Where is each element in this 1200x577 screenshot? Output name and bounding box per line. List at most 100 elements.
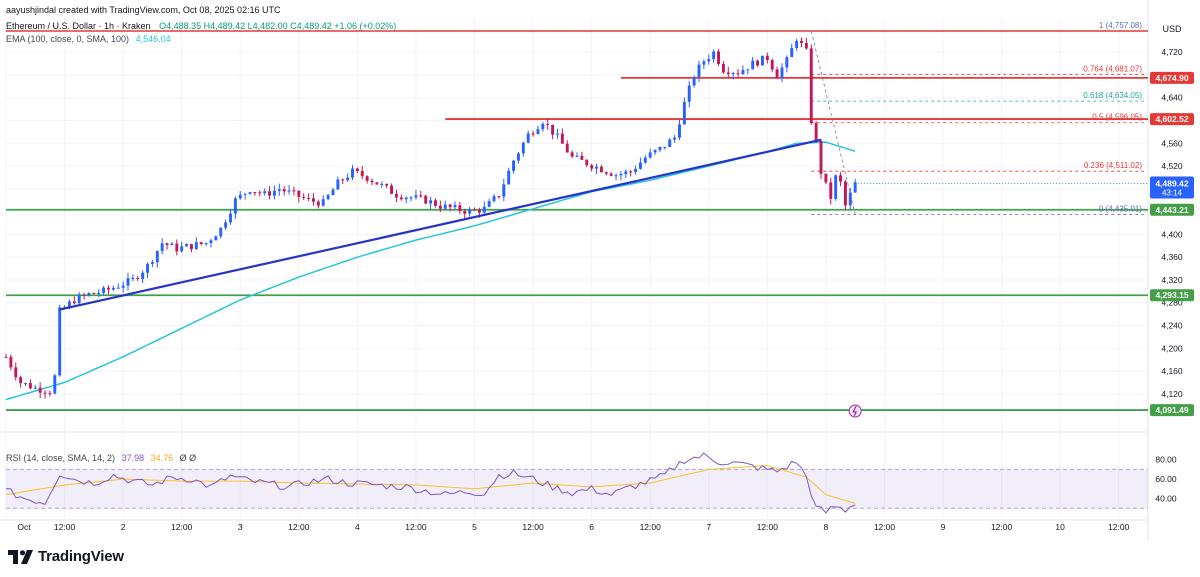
creator-credit: aayushjindal created with TradingView.co… [6,5,281,15]
candle-body [24,383,27,385]
candle-body [604,172,608,174]
candle-body [614,175,618,177]
time-tick-label: 12:00 [405,522,427,532]
horizontal-levels[interactable] [6,30,1148,411]
time-tick-label: 12:00 [874,522,896,532]
candle-body [697,64,701,78]
candle-body [516,153,520,161]
candle-body [355,168,359,172]
tradingview-logo-icon [8,549,33,564]
candle-body [468,209,472,214]
candle-body [658,146,662,151]
candle-body [673,137,677,140]
candle-body [346,177,350,181]
candle-body [800,40,803,43]
candle-body [97,292,101,294]
candle-body [853,182,857,193]
candle-body [141,272,145,279]
candle-body [263,191,267,194]
candle-body [341,179,345,181]
candle-body [121,285,125,288]
rsi-ma-path [5,464,856,504]
candle-body [268,191,272,196]
time-tick-label: 12:00 [522,522,544,532]
candle-body [726,72,730,75]
candle-body [731,73,735,75]
candle-body [229,213,232,223]
candle-body [19,377,23,384]
price-tick-label: 4,320 [1161,275,1183,285]
candle-body [795,40,799,48]
ema-path [5,141,856,401]
candle-body [360,171,364,177]
candle-body [429,200,433,204]
fib-diagonal [810,31,856,215]
fibonacci-levels[interactable]: 1 (4,757.08) 0.764 (4,681.07) 0.618 (4,634… [810,21,1144,215]
trendline[interactable] [59,138,822,311]
rsi-band-fill [6,469,1148,509]
candle-body [595,166,598,169]
candle-body [551,124,555,135]
candle-body [307,197,311,199]
rsi-lines [5,452,856,514]
ema-value: 4,546.04 [135,34,171,44]
time-tick-label: 2 [121,522,126,532]
candle-body [194,242,198,250]
level-tag [1150,71,1194,84]
price-tick-label: 4,280 [1161,298,1183,308]
level-tag-label: 4,293.15 [1155,290,1188,300]
candle-body [546,123,550,125]
candle-body [521,142,525,154]
candle-body [38,387,42,393]
time-tick-label: 10 [1055,522,1065,532]
level-tag-label: 4,443.21 [1155,205,1188,215]
candle-body [107,287,110,290]
time-tick-label: 12:00 [757,522,779,532]
candle-body [721,63,725,73]
candle-body [243,193,247,195]
tradingview-logo[interactable]: TradingView [8,548,124,565]
price-axis[interactable]: USD 4,120 4,160 4,200 4,240 4,280 4,320 4,360 4,… [1155,24,1183,504]
candle-body [565,143,569,153]
candles [4,37,857,399]
candle-body [824,173,828,183]
candle-body [370,180,374,183]
candle-body [443,204,447,209]
candle-body [638,162,642,169]
candle-body [390,185,394,194]
candle-body [458,205,462,212]
rsi-legend[interactable]: RSI (14, close, SMA, 14, 2) 37.98 34.76 … [6,453,196,463]
ema-legend[interactable]: EMA (100, close, 0, SMA, 100) 4,546.04 [6,34,171,44]
ema-line [5,141,856,401]
candle-body [248,192,252,194]
candle-body [48,393,52,395]
candle-body [297,190,301,197]
candle-body [126,278,130,286]
candle-body [463,211,467,214]
candle-body [760,55,764,66]
candle-body [819,140,823,174]
candle-body [292,190,296,192]
candle-body [136,277,140,279]
time-tick-label: 4 [355,522,360,532]
candle-body [687,85,691,102]
time-tick-label: Oct [17,522,31,532]
candle-body [848,192,852,206]
candle-body [570,152,574,157]
candle-body [648,152,652,158]
symbol-legend[interactable]: Ethereum / U.S. Dollar · 1h · Kraken O4,… [6,21,396,31]
candle-body [238,194,242,199]
alert-marker-icon [848,404,862,418]
candle-body [834,175,838,199]
level-tag-label: 4,602.52 [1155,114,1188,124]
candle-body [233,198,237,214]
time-axis[interactable]: Oct 12:00 2 12:00 3 12:00 4 12:00 5 12:00 6 12:00 7 1… [17,522,1129,532]
candle-body [507,170,511,185]
candle-body [492,196,496,202]
candle-body [204,243,208,245]
candle-body [394,193,398,198]
rsi-value: 37.98 [121,453,145,463]
candle-body [146,263,149,273]
price-tick-label: 4,400 [1161,229,1183,239]
